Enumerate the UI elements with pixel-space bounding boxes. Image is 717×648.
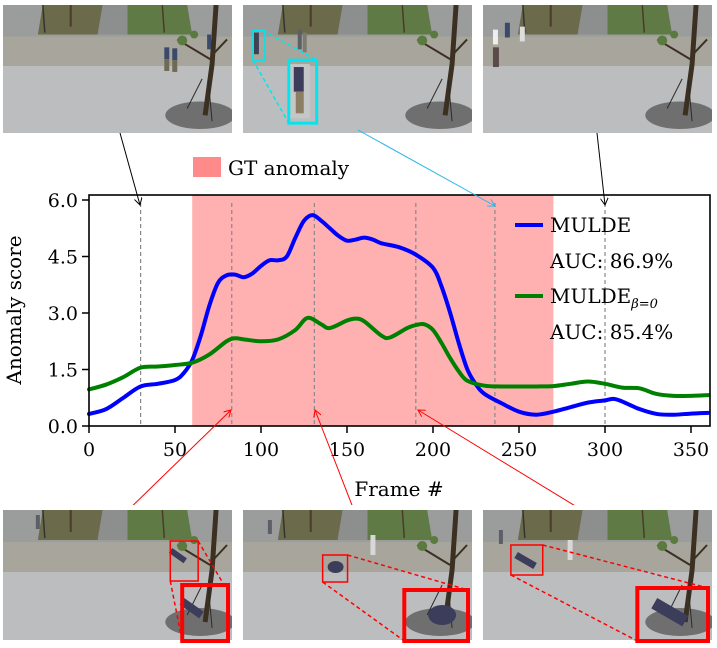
gt-anomaly-region [192, 195, 554, 426]
arrow-to-frame-30 [119, 132, 140, 205]
series-line-mulde [87, 213, 711, 417]
arrow-to-frame-190 [418, 410, 575, 505]
gt-legend-swatch [193, 157, 221, 177]
legend-auc-mulde-beta0: AUC: 85.4% [549, 320, 673, 344]
anomaly-highlight-box [169, 540, 231, 643]
series-line-mulde-beta0 [87, 315, 711, 399]
y-tick-label: 3.0 [48, 303, 78, 325]
gt-legend-label: GT anomaly [228, 156, 350, 180]
anomaly-highlight-box [321, 554, 471, 643]
x-tick-label: 150 [329, 439, 365, 461]
thumbnail-bottom-3 [483, 510, 712, 643]
x-tick-label: 300 [587, 439, 623, 461]
x-tick-label: 100 [243, 439, 279, 461]
x-tick-label: 0 [83, 439, 95, 461]
thumbnail-bottom-2 [243, 510, 472, 643]
x-tick-label: 200 [415, 439, 451, 461]
plot-frame [88, 194, 711, 427]
thumbnail-top-2 [243, 5, 472, 133]
normal-highlight-box [252, 29, 319, 125]
x-tick-label: 350 [673, 439, 709, 461]
legend-label-mulde-beta0: MULDEβ=0 [550, 284, 658, 312]
arrow-to-frame-131 [315, 410, 353, 505]
anomaly-highlight-box [510, 544, 711, 643]
legend-label-mulde: MULDE [550, 213, 631, 237]
y-axis-label: Anomaly score [2, 235, 26, 385]
thumbnail-bottom-1 [3, 510, 232, 643]
anomaly-score-chart: 0 50 100 150 200 250 300 350 0.0 1.5 3.0 4.5 6.0 Fr… [2, 129, 711, 505]
thumbnail-top-1 [3, 5, 232, 133]
x-tick-label: 250 [501, 439, 537, 461]
arrow-to-frame-236 [357, 129, 495, 206]
gt-anomaly-band [192, 195, 554, 426]
y-tick-label: 0.0 [48, 416, 78, 438]
y-tick-label: 6.0 [48, 190, 78, 212]
y-tick-label: 1.5 [48, 360, 78, 382]
legend-auc-mulde: AUC: 86.9% [549, 249, 673, 273]
x-axis-label: Frame # [354, 477, 443, 501]
legend-subscript: β=0 [630, 297, 658, 312]
arrow-to-frame-300 [596, 132, 605, 205]
legend: MULDE AUC: 86.9% MULDEβ=0 AUC: 85.4% [515, 213, 673, 344]
pedestrian [164, 47, 178, 61]
arrow-to-frame-83 [132, 410, 231, 505]
y-tick-label: 4.5 [48, 247, 78, 269]
thumbnail-top-3 [483, 5, 712, 133]
x-tick-label: 50 [163, 439, 187, 461]
